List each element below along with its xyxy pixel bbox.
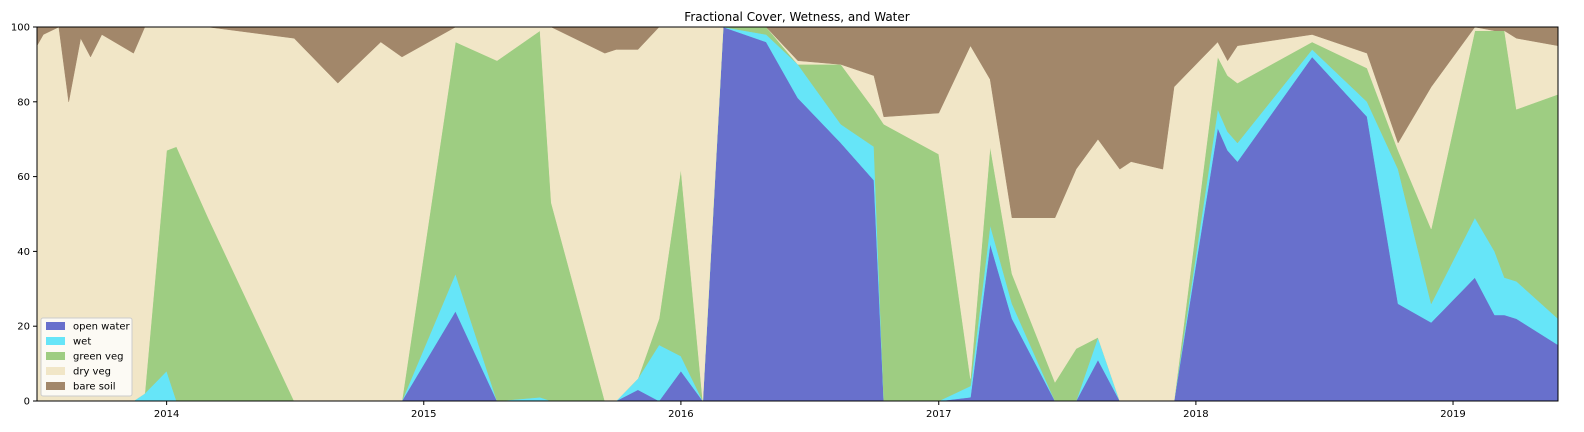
y-tick-label: 20 (17, 322, 30, 333)
x-axis: 2014 2015 2016 2017 2018 2019 (154, 401, 1466, 420)
y-tick-label: 0 (24, 397, 30, 408)
legend-label: open water (73, 322, 131, 333)
x-tick-label: 2018 (1183, 409, 1208, 420)
legend-label: wet (73, 337, 91, 348)
legend-swatch (46, 337, 65, 345)
y-tick-label: 40 (17, 247, 30, 258)
x-tick-label: 2014 (154, 409, 179, 420)
x-tick-label: 2017 (926, 409, 951, 420)
x-tick-label: 2015 (411, 409, 436, 420)
legend-label: dry veg (73, 367, 111, 378)
legend-label: green veg (73, 352, 123, 363)
plot-frame (36, 26, 1559, 402)
x-tick-label: 2019 (1440, 409, 1465, 420)
chart-title: Fractional Cover, Wetness, and Water (684, 10, 909, 24)
legend-swatch (46, 367, 65, 375)
legend: open water wet green veg dry veg bare soil (40, 317, 133, 397)
legend-swatch (46, 382, 65, 390)
legend-label: bare soil (73, 382, 116, 393)
y-tick-label: 100 (11, 23, 30, 34)
y-axis: 0 20 40 60 80 100 (11, 23, 37, 408)
x-tick-label: 2016 (668, 409, 693, 420)
y-tick-label: 80 (17, 97, 30, 108)
legend-swatch (46, 352, 65, 360)
plot-area (36, 26, 1559, 402)
legend-swatch (46, 322, 65, 330)
stacked-areas (36, 26, 1559, 402)
y-tick-label: 60 (17, 172, 30, 183)
